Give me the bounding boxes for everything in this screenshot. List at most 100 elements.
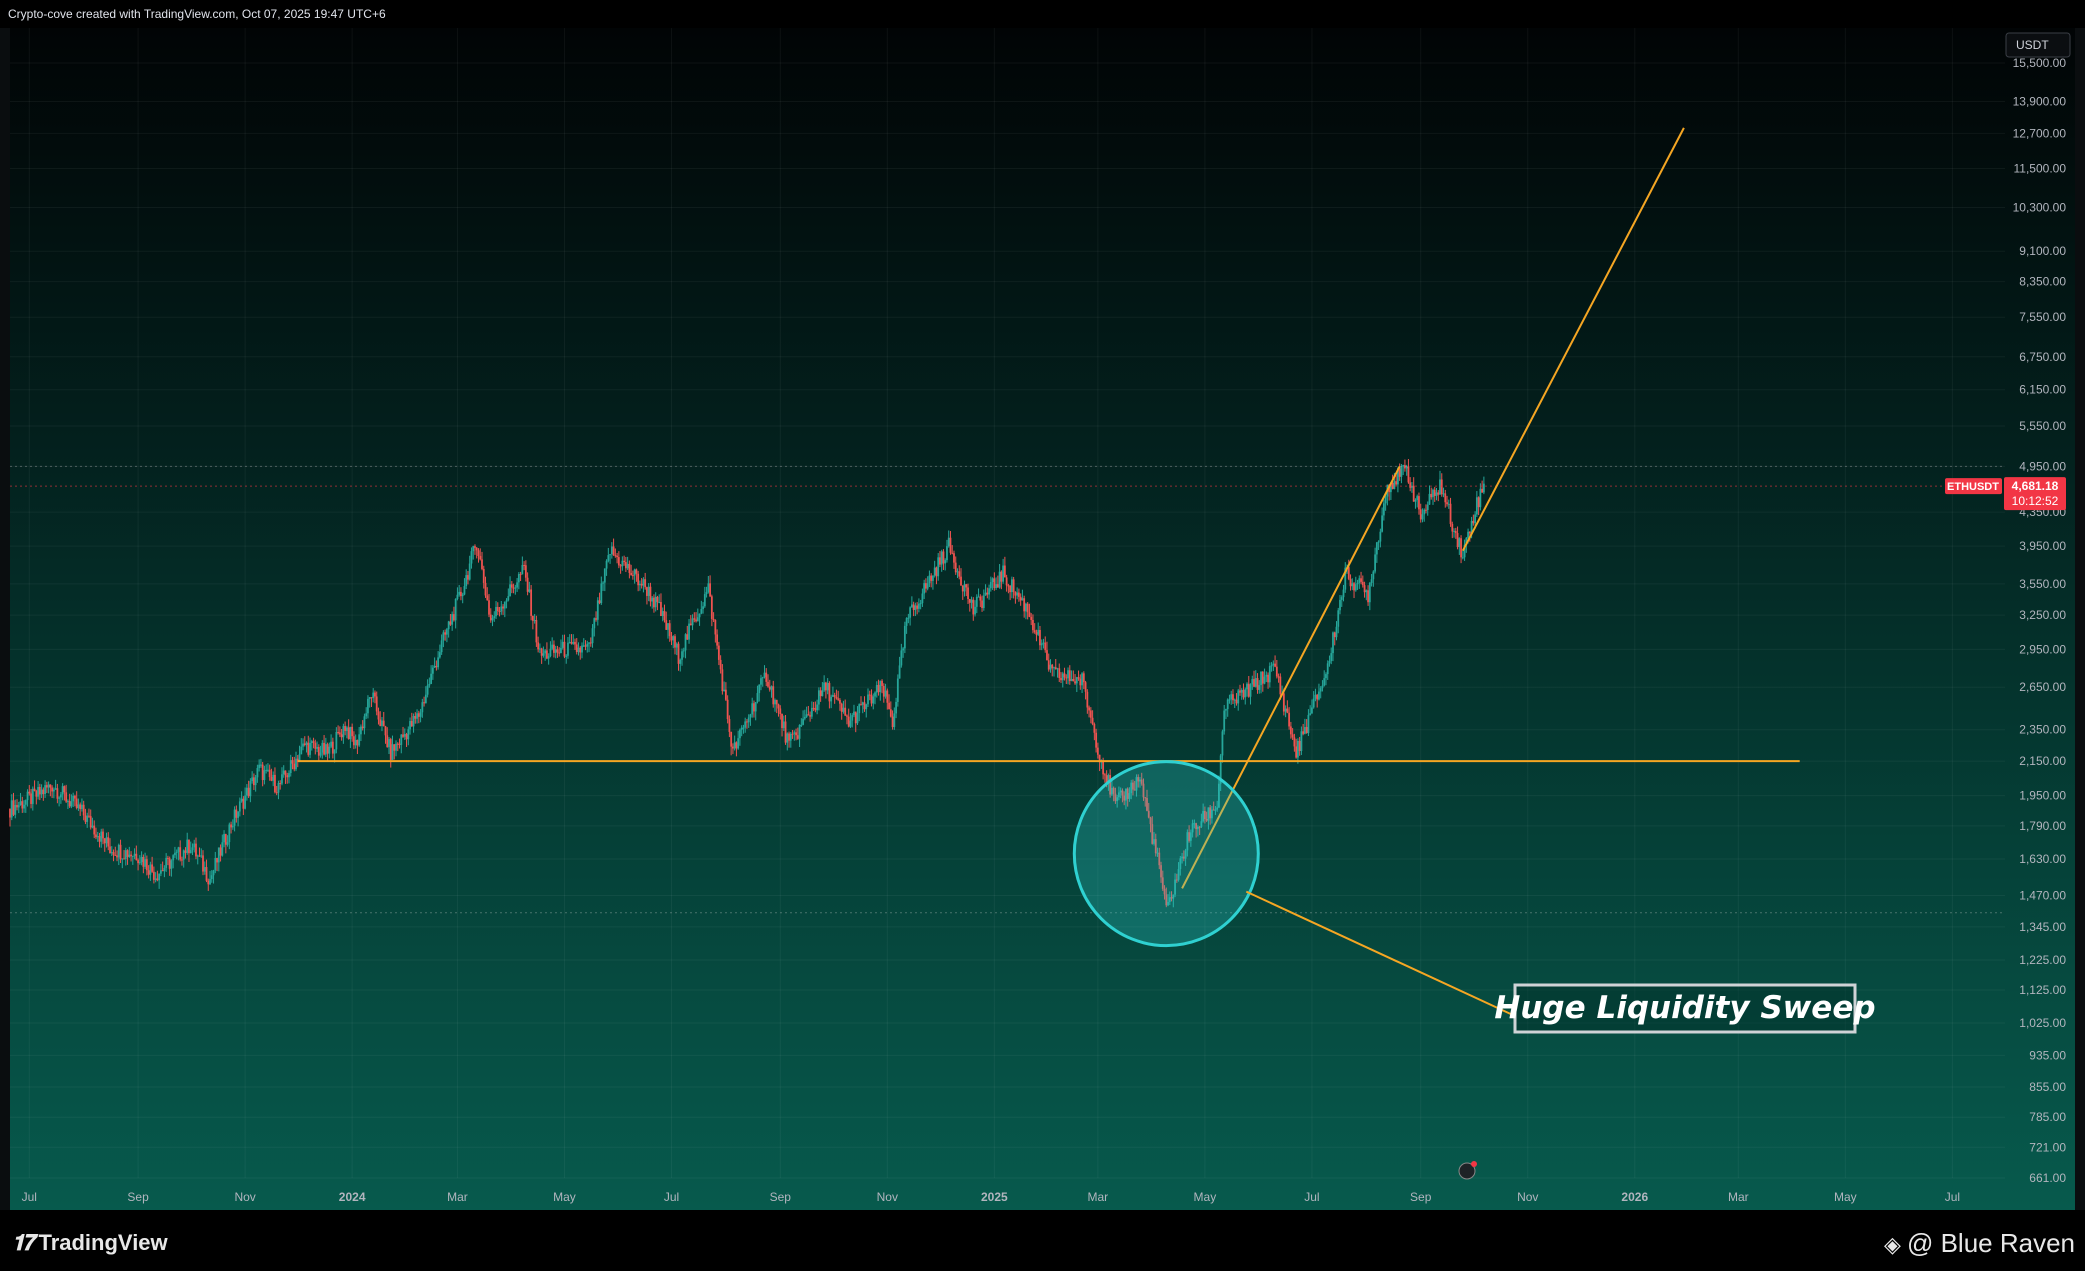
candle-body bbox=[358, 734, 361, 746]
candle-body bbox=[791, 733, 794, 735]
y-tick-label: 11,500.00 bbox=[2014, 161, 2067, 175]
y-tick-label: 10,300.00 bbox=[2013, 200, 2067, 214]
candle-body bbox=[58, 797, 61, 799]
candle-body bbox=[289, 760, 292, 774]
currency-selector[interactable] bbox=[2005, 32, 2071, 58]
candle-body bbox=[333, 749, 336, 754]
candle-body bbox=[681, 651, 683, 660]
candle-body bbox=[1326, 663, 1329, 675]
candle-body bbox=[1082, 673, 1085, 683]
candle-body bbox=[1474, 514, 1477, 524]
candle-body bbox=[198, 855, 201, 857]
candle-body bbox=[42, 789, 45, 795]
candle-body bbox=[489, 614, 492, 621]
trend-line[interactable] bbox=[1181, 465, 1401, 889]
candle-body bbox=[249, 781, 252, 797]
candle-body bbox=[691, 618, 694, 626]
candle-body bbox=[886, 690, 889, 703]
candle-body bbox=[784, 721, 787, 743]
candle-body bbox=[1309, 713, 1312, 715]
candle-body bbox=[581, 645, 583, 653]
liquidity-sweep-zone[interactable] bbox=[1072, 760, 1260, 948]
candle-body bbox=[181, 859, 183, 861]
candle-body bbox=[61, 786, 64, 795]
candle-body bbox=[1437, 492, 1440, 495]
candle-body bbox=[877, 685, 880, 693]
candle-body bbox=[817, 690, 820, 705]
candle-body bbox=[1147, 810, 1150, 818]
candle-body bbox=[1298, 740, 1301, 752]
candle-body bbox=[854, 711, 857, 724]
candle-body bbox=[210, 875, 213, 880]
candle-body bbox=[584, 645, 587, 647]
candle-body bbox=[252, 777, 255, 786]
candle-body bbox=[1033, 630, 1036, 633]
candle-body bbox=[230, 824, 232, 828]
chart-area[interactable] bbox=[10, 28, 2075, 1210]
candle-body bbox=[1191, 823, 1194, 833]
candle-body bbox=[1421, 514, 1424, 520]
candle-body bbox=[765, 672, 768, 682]
candle-body bbox=[596, 600, 599, 620]
annotation-box[interactable] bbox=[1513, 983, 1857, 1034]
candle-body bbox=[753, 703, 755, 712]
candle-body bbox=[967, 587, 969, 600]
candle-body bbox=[1426, 504, 1429, 511]
trend-line[interactable] bbox=[1461, 127, 1685, 552]
x-tick-label: Jul bbox=[1304, 1190, 1319, 1204]
candle-body bbox=[586, 643, 589, 647]
candle-body bbox=[310, 741, 313, 744]
candle-body bbox=[1425, 509, 1427, 511]
candle-body bbox=[588, 642, 590, 644]
candle-body bbox=[353, 736, 355, 746]
x-tick-label: May bbox=[553, 1190, 576, 1204]
candle-body bbox=[507, 596, 510, 601]
candle-body bbox=[1368, 582, 1371, 603]
candle-body bbox=[1125, 788, 1127, 801]
candle-body bbox=[554, 649, 557, 653]
candle-body bbox=[663, 611, 666, 621]
candle-body bbox=[1198, 826, 1201, 828]
candle-body bbox=[1196, 826, 1199, 830]
candle-body bbox=[609, 554, 611, 556]
candle-body bbox=[256, 768, 259, 778]
candle-body bbox=[639, 583, 641, 586]
candle-body bbox=[395, 743, 397, 751]
time-axis: Jul Sep Nov 2024 Mar May Jul Sep Nov 2025 Mar May Ju… bbox=[22, 1161, 1960, 1204]
candle-body bbox=[467, 575, 469, 580]
candle-body bbox=[124, 850, 127, 860]
tradingview-logo[interactable]: 𝟏𝟕 TradingView bbox=[12, 1230, 168, 1256]
candle-body bbox=[1098, 754, 1101, 763]
candle-body bbox=[542, 653, 545, 656]
candle-body bbox=[1332, 632, 1334, 654]
candle-body bbox=[317, 747, 320, 756]
candle-body bbox=[288, 773, 290, 778]
candle-body bbox=[479, 555, 482, 560]
candle-body bbox=[209, 879, 211, 885]
candle-body bbox=[1402, 465, 1405, 467]
candle-body bbox=[1093, 723, 1096, 733]
replay-icon[interactable] bbox=[1458, 1162, 1476, 1180]
candle-body bbox=[163, 867, 166, 871]
candle-body bbox=[1019, 596, 1022, 601]
candle-body bbox=[914, 605, 917, 610]
x-tick-label: Sep bbox=[770, 1190, 792, 1204]
candle-body bbox=[142, 856, 145, 867]
candle-body bbox=[449, 621, 452, 625]
candle-body bbox=[739, 729, 741, 739]
candle-body bbox=[605, 560, 608, 569]
candle-body bbox=[1086, 691, 1089, 708]
candle-body bbox=[335, 732, 338, 750]
candle-body bbox=[265, 769, 268, 771]
candle-body bbox=[275, 792, 278, 794]
candle-body bbox=[863, 702, 866, 710]
candle-body bbox=[298, 754, 301, 762]
candle-body bbox=[633, 569, 636, 576]
candle-body bbox=[1037, 629, 1040, 635]
candle-body bbox=[95, 834, 97, 838]
candle-body bbox=[616, 555, 618, 558]
candle-body bbox=[823, 682, 826, 691]
candle-body bbox=[1200, 821, 1203, 827]
candle-body bbox=[1358, 578, 1361, 583]
candle-body bbox=[472, 546, 475, 552]
